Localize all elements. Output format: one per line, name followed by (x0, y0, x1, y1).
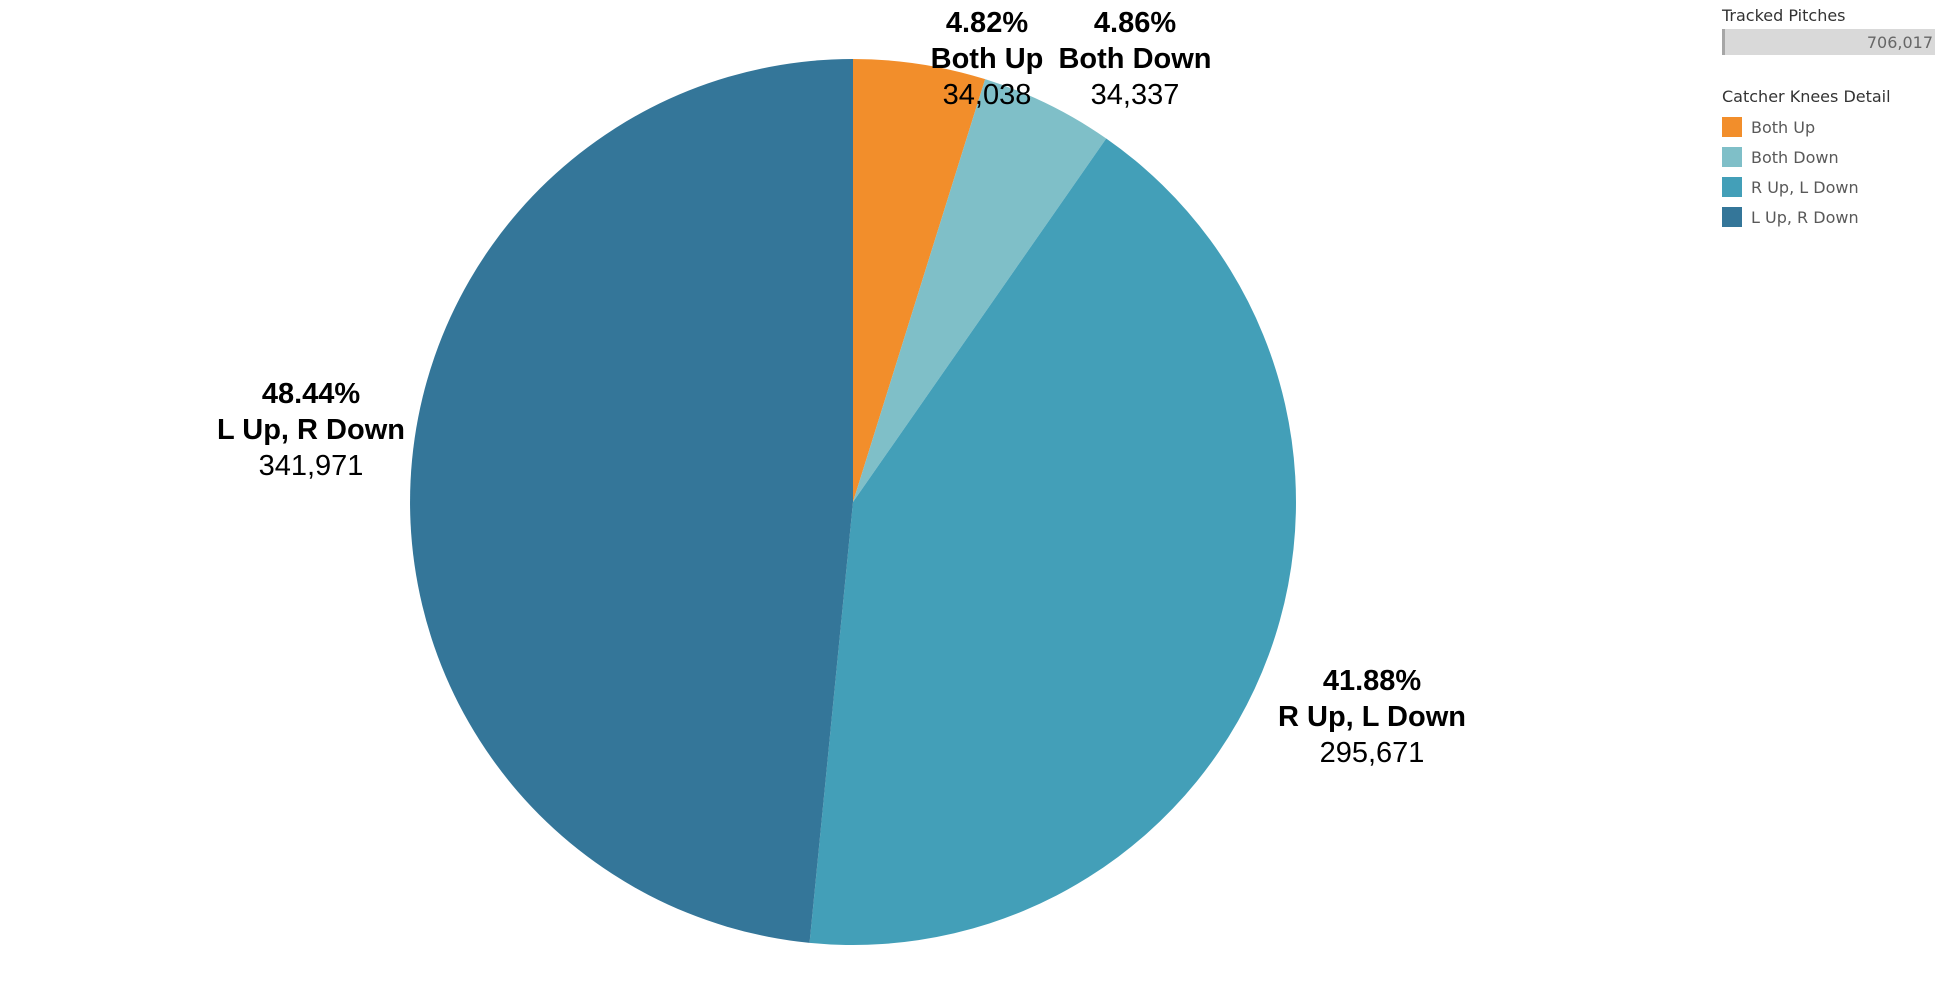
pie-chart-area: 4.82% Both Up 34,038 4.86% Both Down 34,… (217, 5, 1466, 945)
legend-swatch-both-down (1722, 147, 1742, 167)
legend-swatch-l-up-r-down (1722, 207, 1742, 227)
pie-slice-l-up-r-down[interactable] (410, 59, 853, 943)
side-panel: Tracked Pitches 706,017 Catcher Knees De… (1722, 6, 1937, 232)
legend-title: Catcher Knees Detail (1722, 87, 1891, 106)
pie-slice-both-down[interactable] (853, 79, 1107, 503)
slice-percent-both-down: 4.86% (1093, 7, 1177, 39)
slice-count-r-up-l-down: 295,671 (1319, 737, 1425, 769)
slice-count-both-down: 34,337 (1090, 79, 1180, 111)
slice-count-l-up-r-down: 341,971 (258, 450, 364, 482)
legend-label-both-up: Both Up (1751, 117, 1816, 137)
pie-slice-r-up-l-down[interactable] (809, 138, 1296, 945)
total-panel-title: Tracked Pitches (1722, 6, 1846, 25)
slice-percent-both-up: 4.82% (945, 7, 1029, 39)
slice-category-both-down: Both Down (1058, 43, 1212, 75)
legend-item-both-down[interactable]: Both Down (1722, 142, 1937, 172)
legend-label-both-down: Both Down (1751, 147, 1839, 167)
total-bar: 706,017 (1722, 29, 1935, 55)
total-value: 706,017 (1866, 33, 1933, 52)
legend-label-l-up-r-down: L Up, R Down (1751, 207, 1859, 227)
total-bar-fill (1725, 29, 1935, 55)
legend: Both Up Both Down R Up, L Down L Up, R D… (1722, 112, 1937, 232)
slice-category-l-up-r-down: L Up, R Down (217, 414, 405, 446)
slice-label-l-up-r-down: 48.44% L Up, R Down 341,971 (217, 376, 405, 484)
slice-label-both-up: 4.82% Both Up 34,038 (931, 5, 1044, 113)
slice-category-r-up-l-down: R Up, L Down (1278, 701, 1466, 733)
slice-percent-l-up-r-down: 48.44% (261, 378, 361, 410)
legend-item-r-up-l-down[interactable]: R Up, L Down (1722, 172, 1937, 202)
legend-label-r-up-l-down: R Up, L Down (1751, 177, 1859, 197)
slice-label-r-up-l-down: 41.88% R Up, L Down 295,671 (1278, 663, 1466, 771)
legend-swatch-both-up (1722, 117, 1742, 137)
legend-item-both-up[interactable]: Both Up (1722, 112, 1937, 142)
pie-chart (410, 59, 1296, 945)
slice-percent-r-up-l-down: 41.88% (1322, 665, 1422, 697)
slice-count-both-up: 34,038 (942, 79, 1032, 111)
slice-label-both-down: 4.86% Both Down 34,337 (1058, 5, 1211, 113)
slice-category-both-up: Both Up (930, 43, 1044, 75)
legend-item-l-up-r-down[interactable]: L Up, R Down (1722, 202, 1937, 232)
legend-swatch-r-up-l-down (1722, 177, 1742, 197)
pie-slice-both-up[interactable] (853, 59, 986, 502)
